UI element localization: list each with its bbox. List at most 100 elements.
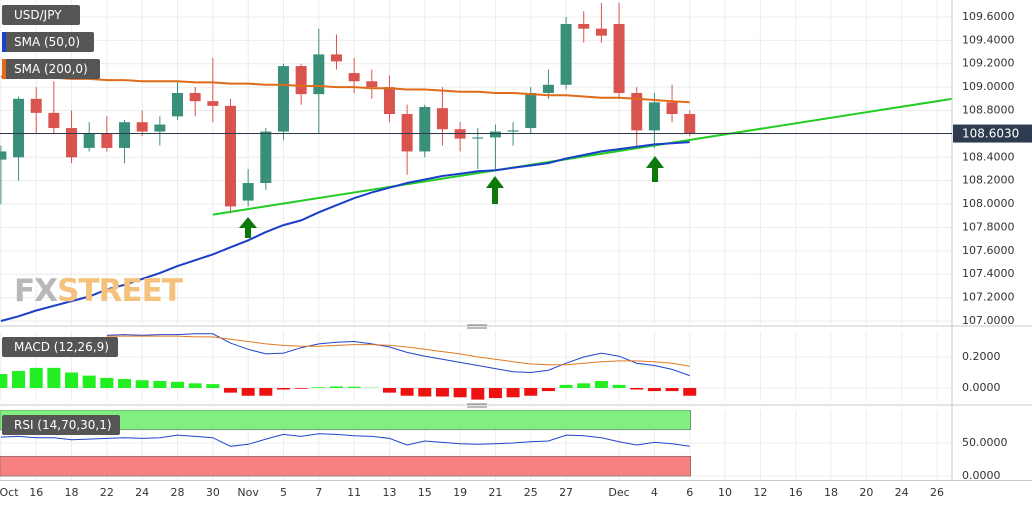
histogram-bar [506, 387, 520, 398]
y-tick-label: 108.0000 [962, 197, 1015, 210]
y-tick-label: 0.0000 [962, 469, 1001, 482]
last-price-box [953, 124, 1032, 143]
candle-body [260, 131, 272, 184]
candle-body [0, 151, 7, 160]
y-tick-label: 109.0000 [962, 80, 1015, 93]
x-tick-label: 10 [718, 486, 732, 499]
x-tick-label: 24 [135, 486, 149, 499]
histogram-bar [630, 387, 644, 390]
histogram-bar [135, 380, 149, 388]
histogram-bar [188, 383, 202, 388]
histogram-bar [382, 387, 396, 393]
histogram-bar [665, 387, 679, 392]
x-tick-label: 21 [488, 486, 502, 499]
x-tick-label: Oct [0, 486, 19, 499]
band [0, 410, 691, 431]
histogram-bar [577, 383, 591, 388]
candle-body [419, 107, 431, 152]
x-tick-label: 18 [824, 486, 838, 499]
candle-body [525, 92, 537, 129]
x-tick-label: 16 [29, 486, 43, 499]
arrow [652, 166, 658, 182]
candle-body [383, 87, 395, 115]
histogram-bar [223, 387, 237, 393]
x-tick-label: 22 [100, 486, 114, 499]
candle-body [154, 124, 166, 132]
candle-body [472, 137, 484, 139]
series-line [106, 335, 690, 367]
histogram-bar [100, 377, 114, 388]
series-line [0, 75, 690, 104]
x-tick-label: 18 [65, 486, 79, 499]
histogram-bar [294, 387, 308, 389]
histogram-bar [418, 387, 432, 397]
y-tick-label: 108.2000 [962, 174, 1015, 187]
histogram-bar [400, 387, 414, 396]
x-tick-label: 16 [789, 486, 803, 499]
y-tick-label: 50.0000 [962, 436, 1008, 449]
x-tick-label: 27 [559, 486, 573, 499]
candle-body [595, 28, 607, 36]
histogram-bar [541, 387, 555, 392]
candle-body [401, 114, 413, 152]
histogram-bar [153, 381, 167, 388]
histogram-bar [171, 381, 185, 388]
candle-body [666, 102, 678, 115]
histogram-bar [0, 374, 8, 388]
histogram-bar [647, 387, 661, 392]
candle-body [560, 23, 572, 85]
arrow [486, 176, 504, 188]
candle-body [507, 130, 519, 132]
series-line [0, 141, 690, 322]
y-tick-label: 109.2000 [962, 57, 1015, 70]
x-tick-label: 15 [418, 486, 432, 499]
candle-body [648, 102, 660, 131]
histogram-bar [29, 367, 43, 388]
histogram-bar [347, 386, 361, 388]
candle-body [542, 84, 554, 93]
x-tick-label: 28 [171, 486, 185, 499]
legend-label: SMA (200,0) [14, 62, 88, 76]
y-tick-label: 108.4000 [962, 150, 1015, 163]
candle-body [578, 23, 590, 29]
histogram-bar [312, 387, 326, 388]
histogram-bar [683, 387, 697, 396]
legend-label: MACD (12,26,9) [14, 340, 109, 354]
histogram-bar [118, 379, 132, 388]
x-tick-label: 4 [651, 486, 658, 499]
panel [0, 333, 697, 400]
histogram-bar [12, 370, 26, 388]
candle-body [277, 66, 289, 132]
x-tick-label: 5 [280, 486, 287, 499]
candle-body [136, 122, 148, 132]
x-tick-label: Nov [237, 486, 259, 499]
histogram-bar [65, 372, 79, 388]
resize-handle[interactable] [467, 324, 487, 408]
legend-label: USD/JPY [14, 8, 62, 22]
marks [0, 2, 952, 477]
histogram-bar [471, 387, 485, 400]
candle-body [313, 54, 325, 95]
candle-body [66, 128, 78, 158]
x-tick-label: 6 [686, 486, 693, 499]
series-line [0, 433, 690, 447]
series-line [106, 333, 690, 377]
candle-body [242, 183, 254, 201]
last-price-label: 108.6030 [962, 127, 1019, 141]
y-tick-label: 107.2000 [962, 291, 1015, 304]
x-tick-label: 11 [347, 486, 361, 499]
candle-body [631, 92, 643, 131]
y-tick-label: 109.6000 [962, 10, 1015, 23]
candle-body [189, 92, 201, 102]
histogram-bar [276, 387, 290, 390]
y-tick-label: 108.8000 [962, 104, 1015, 117]
grid [0, 0, 952, 480]
candle-body [224, 105, 236, 207]
x-tick-label: 7 [315, 486, 322, 499]
candle-body [295, 66, 307, 95]
candle-body [172, 92, 184, 117]
histogram-bar [259, 387, 273, 396]
x-tick-label: 26 [930, 486, 944, 499]
candle-body [207, 101, 219, 106]
